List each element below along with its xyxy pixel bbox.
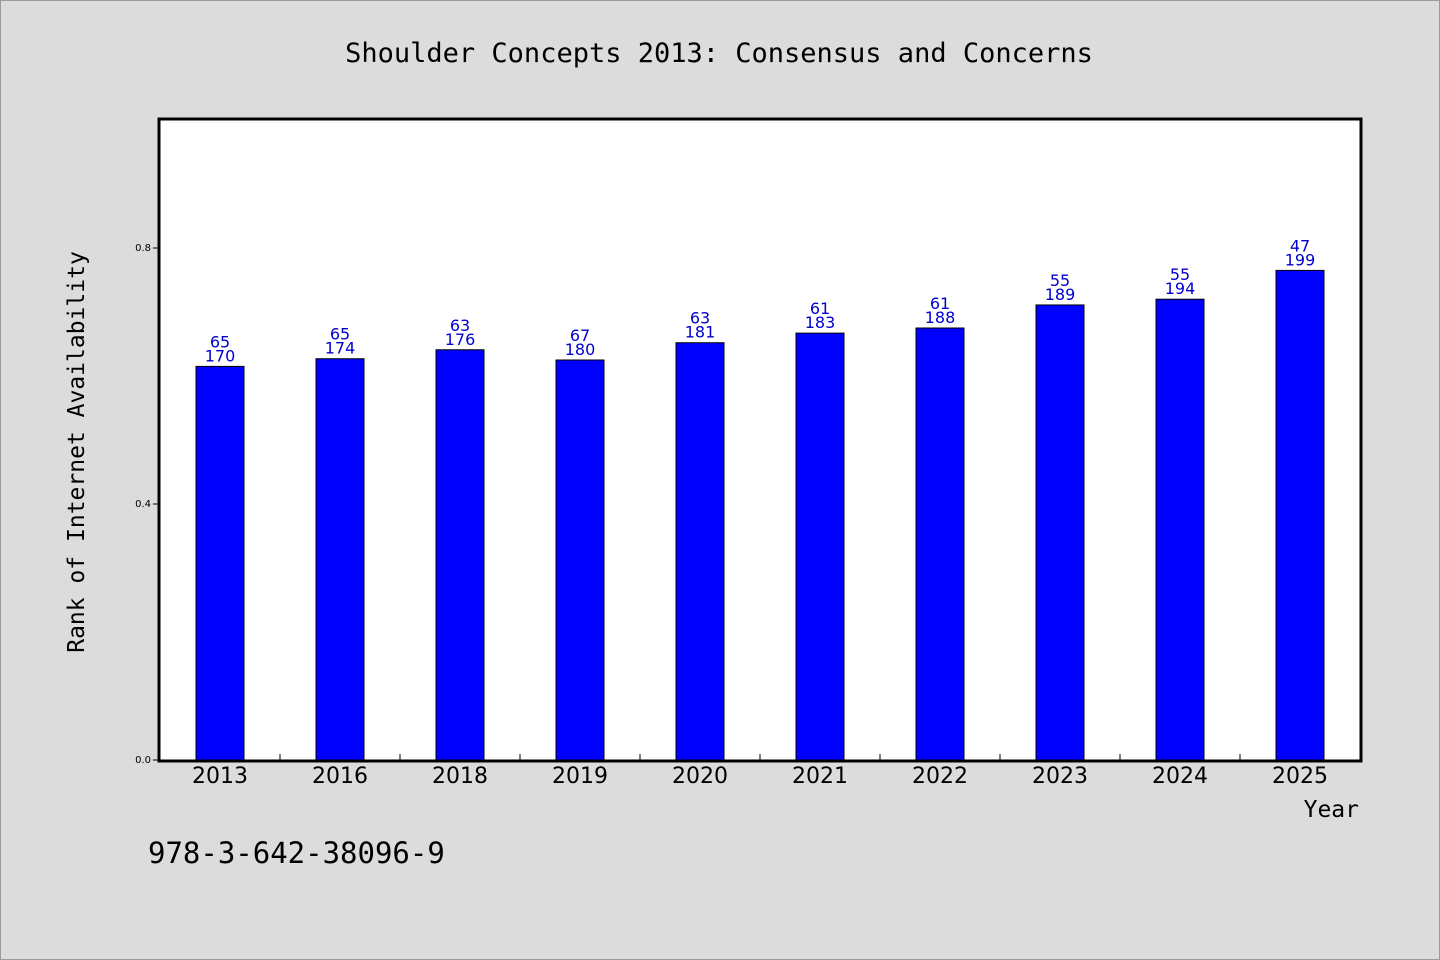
bar-label-bottom: 170 [205, 346, 236, 365]
x-axis-label: Year [1304, 797, 1359, 823]
bar-label-top: 55 [1050, 271, 1070, 290]
bar-label-top: 47 [1290, 236, 1310, 255]
bar-label-bottom: 180 [565, 340, 596, 359]
bar-label-top: 61 [810, 299, 830, 318]
y-tick-label: 0.0 [135, 755, 151, 766]
x-tick-label: 2019 [552, 764, 608, 789]
chart-title: Shoulder Concepts 2013: Consensus and Co… [345, 38, 1093, 69]
bar-2024 [1155, 298, 1205, 761]
x-tick-label: 2013 [192, 764, 248, 789]
x-tick-label: 2022 [912, 764, 968, 789]
bars-group [195, 269, 1325, 761]
x-tick-label: 2020 [672, 764, 728, 789]
bar-2013 [195, 365, 245, 761]
bar-2018 [435, 349, 485, 761]
y-axis-label: Rank of Internet Availability [64, 251, 90, 653]
x-tick-label: 2018 [432, 764, 488, 789]
bar-2023 [1035, 304, 1085, 761]
bar-2016 [315, 358, 365, 761]
x-tick-label: 2024 [1152, 764, 1208, 789]
bar-label-bottom: 189 [1045, 285, 1076, 304]
bar-2025 [1275, 269, 1325, 761]
bar-label-bottom: 188 [925, 308, 956, 327]
footer-code: 978-3-642-38096-9 [148, 836, 445, 870]
bar-label-top: 63 [690, 309, 710, 328]
y-axis-ticks: 0.0 0.4 0.8 [135, 243, 160, 766]
bar-label-bottom: 199 [1285, 250, 1316, 269]
bar-label-bottom: 174 [325, 339, 356, 358]
bar-label-top: 63 [450, 316, 470, 335]
bar-label-bottom: 181 [685, 323, 716, 342]
y-tick-label: 0.8 [135, 243, 151, 254]
bar-label-top: 65 [210, 332, 230, 351]
bar-label-bottom: 194 [1165, 279, 1196, 298]
x-tick-label: 2021 [792, 764, 848, 789]
bar-2019 [555, 359, 605, 761]
x-tick-label: 2023 [1032, 764, 1088, 789]
bar-label-bottom: 183 [805, 313, 836, 332]
bar-label-top: 67 [570, 326, 590, 345]
bar-2020 [675, 342, 725, 761]
bar-label-top: 55 [1170, 265, 1190, 284]
bar-label-top: 61 [930, 294, 950, 313]
bar-2022 [915, 327, 965, 761]
y-tick-label: 0.4 [135, 499, 151, 510]
x-tick-label: 2025 [1272, 764, 1328, 789]
bar-label-bottom: 176 [445, 330, 476, 349]
x-axis-ticks: 2013 2016 2018 2019 2020 2021 2022 2023 2024 2025 [192, 754, 1328, 789]
x-tick-label: 2016 [312, 764, 368, 789]
bar-2021 [795, 332, 845, 761]
bar-label-top: 65 [330, 325, 350, 344]
